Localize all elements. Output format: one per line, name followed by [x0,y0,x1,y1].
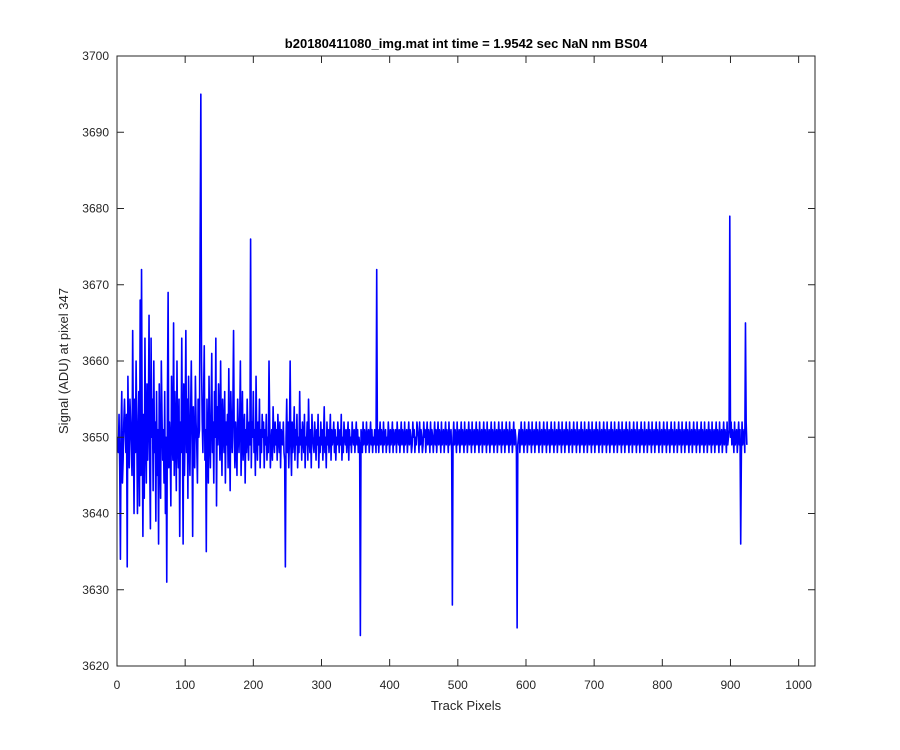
series-layer [116,93,748,637]
x-tick-label: 900 [720,678,740,692]
x-tick-label: 700 [584,678,604,692]
x-tick-label: 1000 [785,678,812,692]
series-line-0 [116,93,748,637]
x-tick-label: 0 [114,678,121,692]
y-axis-title: Signal (ADU) at pixel 347 [56,288,71,434]
chart-title: b20180411080_img.mat int time = 1.9542 s… [285,36,648,51]
x-tick-label: 100 [175,678,195,692]
y-tick-label: 3670 [82,278,109,292]
x-tick-label: 800 [652,678,672,692]
y-tick-label: 3660 [82,354,109,368]
y-tick-label: 3700 [82,49,109,63]
y-tick-label: 3630 [82,583,109,597]
y-tick-label: 3640 [82,507,109,521]
x-tick-label: 300 [311,678,331,692]
x-axis-ticks: 0 100 200 300 400 500 600 700 800 900 1000 [114,56,812,692]
plot-area [117,56,815,666]
x-tick-label: 600 [516,678,536,692]
y-tick-label: 3680 [82,202,109,216]
y-tick-label: 3650 [82,430,109,444]
y-tick-label: 3620 [82,659,109,673]
x-tick-label: 400 [380,678,400,692]
y-axis-ticks: 3620 3630 3640 3650 3660 3670 3680 3690 3700 [82,49,815,673]
x-tick-label: 200 [243,678,263,692]
x-tick-label: 500 [448,678,468,692]
y-tick-label: 3690 [82,125,109,139]
x-axis-title: Track Pixels [431,698,502,713]
